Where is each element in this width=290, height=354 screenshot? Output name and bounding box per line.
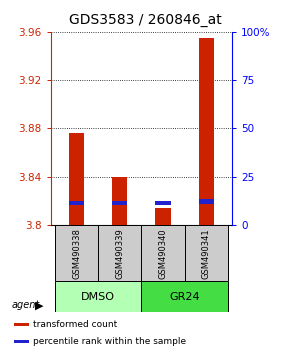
Text: GSM490339: GSM490339 [115,228,124,279]
Text: GR24: GR24 [169,292,200,302]
Text: GDS3583 / 260846_at: GDS3583 / 260846_at [69,13,221,28]
Text: agent: agent [12,300,40,310]
Text: GSM490340: GSM490340 [158,228,167,279]
Bar [98,225,142,281]
Text: transformed count: transformed count [33,320,117,329]
Bar [199,199,214,204]
Text: GSM490341: GSM490341 [202,228,211,279]
Text: DMSO: DMSO [81,292,115,302]
Bar [112,177,127,225]
Bar [55,281,142,312]
Bar [69,133,84,225]
Text: ▶: ▶ [35,300,44,310]
Bar [142,281,228,312]
Text: GSM490338: GSM490338 [72,228,81,279]
Bar [184,225,228,281]
Bar [155,201,171,205]
Bar [142,225,184,281]
Bar [14,341,29,343]
Bar [69,201,84,205]
Bar [199,38,214,225]
Bar [55,225,98,281]
Text: percentile rank within the sample: percentile rank within the sample [33,337,186,346]
Bar [155,208,171,225]
Bar [14,323,29,326]
Bar [112,201,127,205]
